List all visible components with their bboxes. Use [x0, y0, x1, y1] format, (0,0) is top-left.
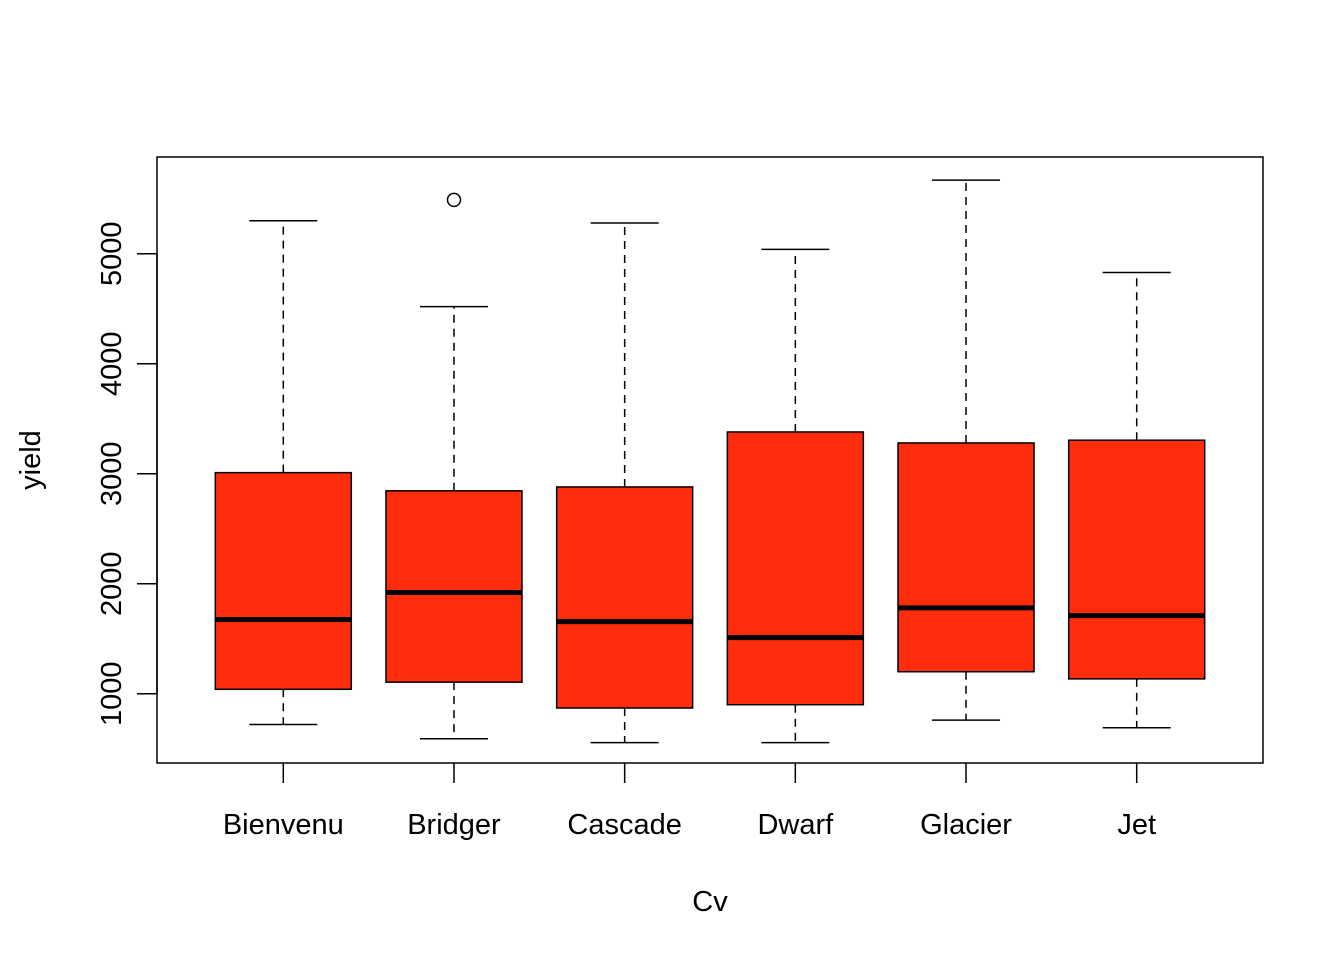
y-tick-label: 4000: [96, 332, 128, 397]
y-tick-label: 3000: [96, 441, 128, 506]
box-group-bienvenu: [214, 220, 353, 726]
box-iqr: [214, 471, 353, 691]
x-tick-label: Bridger: [407, 809, 501, 841]
y-tick-label: 2000: [96, 551, 128, 616]
x-tick-label: Dwarf: [757, 809, 834, 841]
x-tick-label: Jet: [1117, 809, 1156, 841]
y-tick-label: 1000: [96, 661, 128, 726]
y-tick-label: 5000: [96, 222, 128, 287]
box-iqr: [1067, 439, 1206, 680]
outlier-point: [446, 192, 462, 208]
box-group-dwarf: [726, 248, 865, 744]
box-iqr: [726, 431, 865, 706]
x-tick-label: Glacier: [920, 809, 1012, 841]
box-iqr: [385, 490, 523, 683]
x-tick-label: Cascade: [567, 809, 681, 841]
box-iqr: [897, 442, 1035, 673]
boxes-layer: [214, 179, 1206, 744]
box-group-jet: [1067, 271, 1206, 729]
box-group-cascade: [555, 222, 694, 744]
y-axis-label: yield: [15, 430, 47, 490]
box-group-glacier: [897, 179, 1035, 721]
box-iqr: [555, 486, 694, 709]
x-axis-label: Cv: [692, 886, 728, 918]
x-axis: Bienvenu Bridger Cascade Dwarf Glacier Jet: [223, 763, 1156, 841]
x-tick-label: Bienvenu: [223, 809, 344, 841]
box-group-bridger: [385, 192, 523, 740]
y-axis: 1000 2000 3000 4000 5000: [96, 222, 158, 726]
